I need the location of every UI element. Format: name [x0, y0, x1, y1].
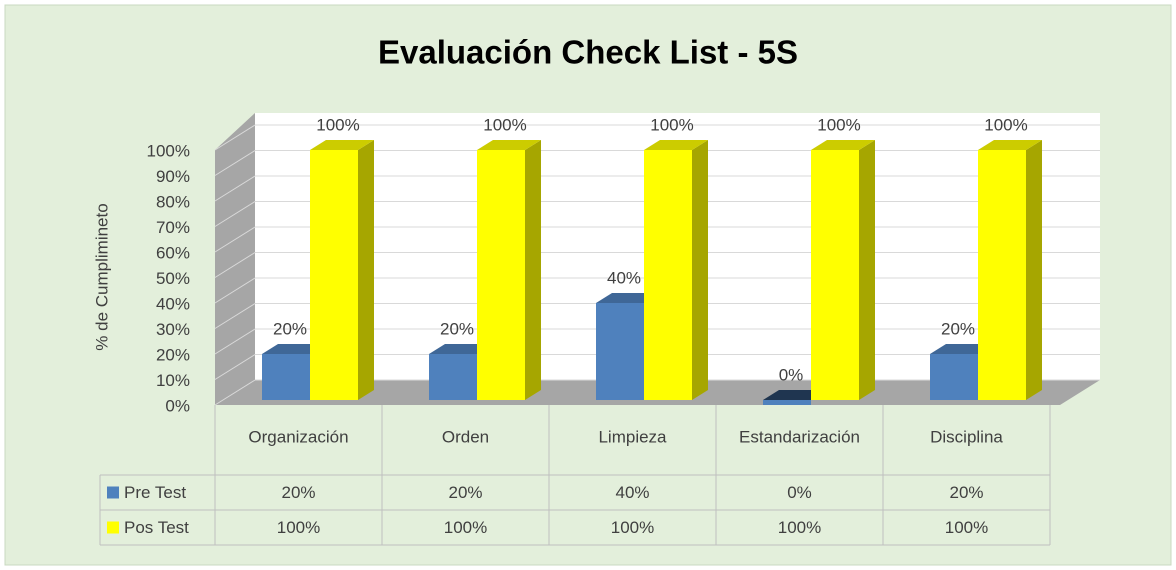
bar-top	[811, 140, 875, 150]
legend-label: Pre Test	[124, 483, 186, 502]
table-cell: 0%	[787, 483, 812, 502]
y-tick-label: 100%	[147, 141, 190, 160]
legend-swatch	[107, 521, 119, 534]
bar	[262, 354, 310, 400]
y-axis-label: % de Cumplimineto	[92, 203, 111, 350]
bar-top	[644, 140, 708, 150]
table-cell: 20%	[949, 483, 983, 502]
y-tick-label: 70%	[156, 218, 190, 237]
y-tick-label: 10%	[156, 371, 190, 390]
bar-top	[310, 140, 374, 150]
value-label: 40%	[607, 268, 641, 287]
grid-line	[214, 150, 256, 176]
bar	[596, 303, 644, 400]
bar	[811, 150, 859, 400]
y-tick-label: 90%	[156, 167, 190, 186]
legend-swatch	[107, 486, 119, 499]
bar-side	[692, 140, 708, 400]
x-tick-label: Limpieza	[598, 427, 667, 446]
value-label: 100%	[984, 115, 1027, 134]
bar-side	[525, 140, 541, 400]
bar-top	[477, 140, 541, 150]
grid-line	[214, 328, 256, 355]
value-label: 100%	[316, 115, 359, 134]
bar-side	[1026, 140, 1042, 400]
grid-line	[214, 354, 256, 380]
value-label: 20%	[941, 319, 975, 338]
bar	[310, 150, 358, 400]
bar	[644, 150, 692, 400]
table-cell: 100%	[444, 518, 487, 537]
table-cell: 40%	[615, 483, 649, 502]
bar	[763, 400, 811, 405]
table-cell: 20%	[281, 483, 315, 502]
side-wall	[215, 113, 255, 405]
value-label: 100%	[817, 115, 860, 134]
table-cell: 100%	[277, 518, 320, 537]
bar-side	[859, 140, 875, 400]
y-tick-label: 80%	[156, 192, 190, 211]
grid-line	[214, 175, 256, 202]
y-tick-label: 50%	[156, 269, 190, 288]
x-tick-label: Disciplina	[930, 427, 1003, 446]
x-tick-label: Organización	[248, 427, 348, 446]
bar-side	[358, 140, 374, 400]
value-label: 0%	[779, 365, 804, 384]
grid-line	[214, 303, 256, 329]
bar	[930, 354, 978, 400]
y-tick-label: 60%	[156, 243, 190, 262]
value-label: 20%	[273, 319, 307, 338]
grid-line	[214, 379, 256, 406]
grid-line	[214, 252, 256, 278]
bar	[477, 150, 525, 400]
value-label: 100%	[483, 115, 526, 134]
value-label: 100%	[650, 115, 693, 134]
chart-title: Evaluación Check List - 5S	[378, 34, 798, 71]
grid-line	[214, 124, 256, 151]
table-cell: 100%	[945, 518, 988, 537]
grid-line	[214, 201, 256, 227]
value-label: 20%	[440, 319, 474, 338]
grid-line	[214, 226, 256, 253]
y-tick-label: 20%	[156, 345, 190, 364]
table-cell: 100%	[778, 518, 821, 537]
y-tick-label: 40%	[156, 294, 190, 313]
table-cell: 100%	[611, 518, 654, 537]
bar	[429, 354, 477, 400]
y-tick-label: 30%	[156, 320, 190, 339]
legend-label: Pos Test	[124, 518, 189, 537]
x-tick-label: Orden	[442, 427, 489, 446]
grid-line	[214, 277, 256, 304]
y-tick-label: 0%	[165, 396, 190, 415]
table-cell: 20%	[448, 483, 482, 502]
x-tick-label: Estandarización	[739, 427, 860, 446]
bar-top	[978, 140, 1042, 150]
bar	[978, 150, 1026, 400]
